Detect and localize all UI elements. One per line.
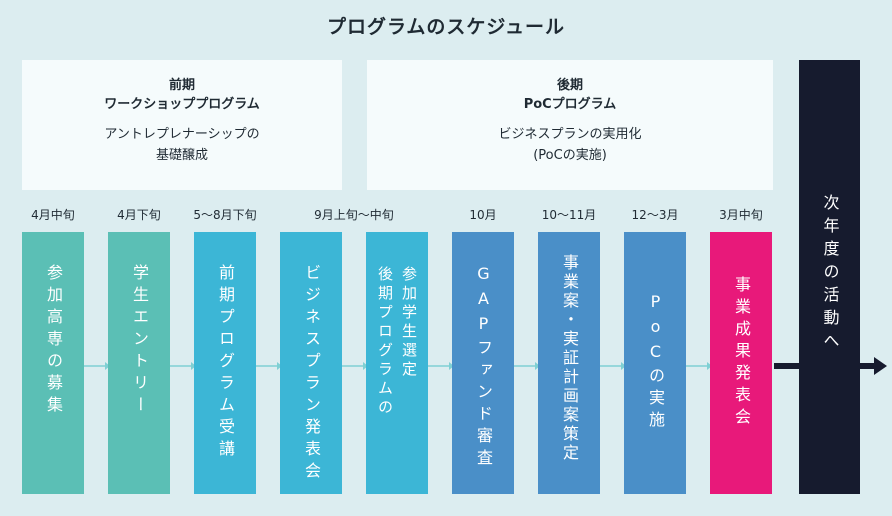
step-box-plan-formulation: 事業案・実証計画案策定 <box>538 232 600 494</box>
phase-label: 前期 <box>168 78 195 93</box>
phase-label: 後期 <box>556 78 583 93</box>
step-label: 事業成果発表会 <box>732 276 751 430</box>
step-label: 学生エントリー <box>130 264 149 418</box>
step-time: 9月上旬〜中旬 <box>314 208 394 222</box>
step-label: ビジネスプラン発表会 <box>302 264 321 484</box>
step-label: 後期プログラムの <box>376 266 394 418</box>
step-time: 10〜11月 <box>541 208 597 222</box>
step-time: 10月 <box>469 208 497 222</box>
step-box-first-program: 前期プログラム受講 <box>194 232 256 494</box>
next-year-label: 次年度の活動へ <box>820 194 840 355</box>
next-year-arrowhead <box>874 357 887 375</box>
step-time: 12〜3月 <box>631 208 679 222</box>
step-box-student-selection: 後期プログラムの 参加学生選定 <box>366 232 428 494</box>
step-label: 事業案・実証計画案策定 <box>560 254 579 463</box>
phase-description: ビジネスプランの実用化 <box>498 127 642 142</box>
next-year-box: 次年度の活動へ <box>799 60 860 494</box>
phase-first-half: 前期 ワークショッププログラム アントレプレナーシップの 基礎醸成 <box>22 60 342 190</box>
step-label: 参加高専の募集 <box>44 264 63 418</box>
step-box-results-presentation: 事業成果発表会 <box>710 232 772 494</box>
phase-description: 基礎醸成 <box>155 148 208 163</box>
phase-second-half: 後期 PoCプログラム ビジネスプランの実用化 (PoCの実施) <box>367 60 773 190</box>
phase-name: ワークショッププログラム <box>104 97 260 112</box>
step-label: PoCの実施 <box>646 292 665 433</box>
step-label: 参加学生選定 <box>400 266 418 380</box>
step-time: 3月中旬 <box>719 208 763 222</box>
step-box-poc-implementation: PoCの実施 <box>624 232 686 494</box>
step-box-business-plan-presentation: ビジネスプラン発表会 <box>280 232 342 494</box>
phase-description: アントレプレナーシップの <box>104 127 260 142</box>
page-title: プログラムのスケジュール <box>326 16 566 38</box>
phase-name: PoCプログラム <box>523 97 617 112</box>
step-time: 5〜8月下旬 <box>193 208 257 222</box>
step-label: 前期プログラム受講 <box>216 264 235 462</box>
step-time: 4月下旬 <box>117 208 161 222</box>
step-box-student-entry: 学生エントリー <box>108 232 170 494</box>
step-box-gap-fund-review: GAPファンド審査 <box>452 232 514 494</box>
step-label: GAPファンド審査 <box>474 264 493 471</box>
step-box-recruit-schools: 参加高専の募集 <box>22 232 84 494</box>
step-time: 4月中旬 <box>31 208 75 222</box>
phase-description: (PoCの実施) <box>533 148 607 163</box>
